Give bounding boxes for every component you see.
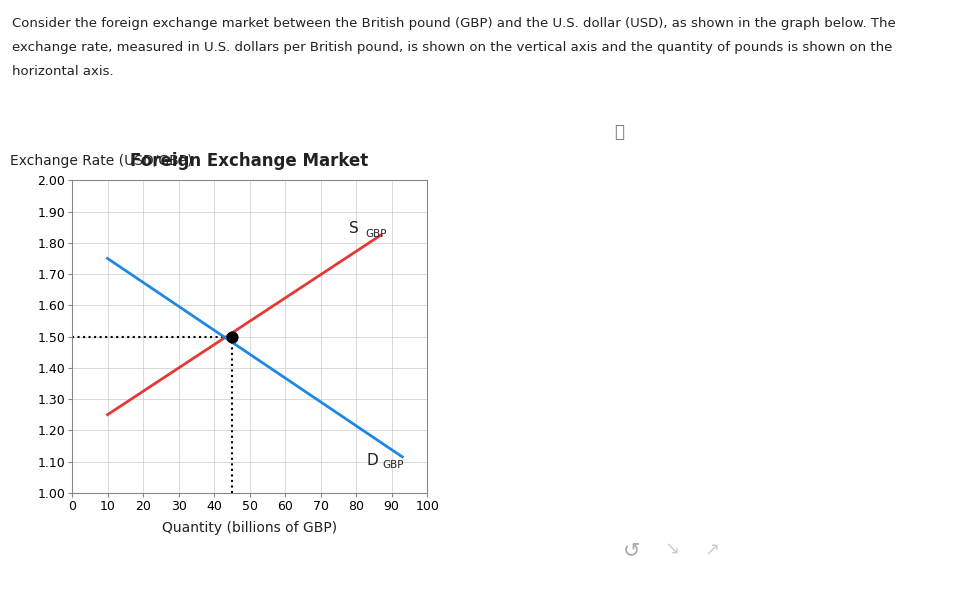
Text: S: S — [349, 221, 359, 236]
Text: Exchange Rate (USD/GBP): Exchange Rate (USD/GBP) — [10, 154, 192, 168]
Text: D: D — [367, 453, 378, 468]
Text: ⓘ: ⓘ — [614, 123, 624, 141]
X-axis label: Quantity (billions of GBP): Quantity (billions of GBP) — [162, 521, 337, 535]
Text: Consider the foreign exchange market between the British pound (GBP) and the U.S: Consider the foreign exchange market bet… — [12, 17, 896, 30]
Text: GBP: GBP — [365, 229, 387, 239]
Text: ↺: ↺ — [623, 540, 640, 560]
Point — [224, 332, 240, 341]
Text: exchange rate, measured in U.S. dollars per British pound, is shown on the verti: exchange rate, measured in U.S. dollars … — [12, 41, 892, 54]
Text: horizontal axis.: horizontal axis. — [12, 65, 113, 78]
Text: ↘: ↘ — [664, 541, 680, 559]
Title: Foreign Exchange Market: Foreign Exchange Market — [131, 153, 369, 171]
Text: ↗: ↗ — [705, 541, 720, 559]
Text: GBP: GBP — [383, 460, 404, 471]
